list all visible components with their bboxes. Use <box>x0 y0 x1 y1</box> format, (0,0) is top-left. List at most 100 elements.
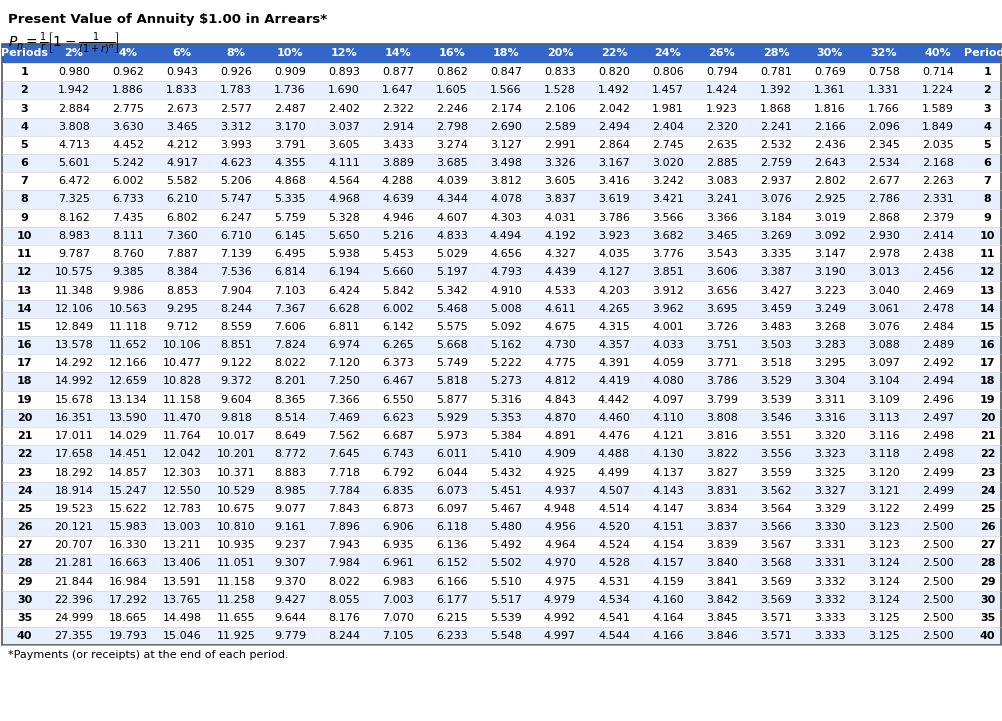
Text: 16.663: 16.663 <box>108 559 147 568</box>
Text: 6.247: 6.247 <box>219 213 252 223</box>
Bar <box>2 281 1000 300</box>
Text: 3.465: 3.465 <box>166 122 197 132</box>
Text: 23: 23 <box>17 467 32 477</box>
Text: 13.578: 13.578 <box>54 340 93 350</box>
Text: 0.820: 0.820 <box>597 67 629 77</box>
Text: 9.237: 9.237 <box>274 540 306 550</box>
Text: 1.849: 1.849 <box>921 122 953 132</box>
Text: 8.851: 8.851 <box>219 340 252 350</box>
Text: 4.494: 4.494 <box>489 231 522 241</box>
Text: 2.500: 2.500 <box>921 632 953 641</box>
Text: 22%: 22% <box>600 48 626 58</box>
Text: 3.923: 3.923 <box>597 231 629 241</box>
Text: 6.974: 6.974 <box>328 340 360 350</box>
Text: 2.499: 2.499 <box>921 486 953 496</box>
Text: 5.938: 5.938 <box>328 249 360 259</box>
Text: 8.772: 8.772 <box>274 449 306 459</box>
Text: 14.292: 14.292 <box>54 358 93 368</box>
Text: 3.840: 3.840 <box>705 559 737 568</box>
Text: 3.249: 3.249 <box>814 304 845 314</box>
Text: 4.520: 4.520 <box>597 522 629 532</box>
Text: 12.106: 12.106 <box>54 304 93 314</box>
Text: 8.111: 8.111 <box>112 231 143 241</box>
Text: 0.758: 0.758 <box>867 67 899 77</box>
Text: 13.211: 13.211 <box>162 540 201 550</box>
Text: 4.870: 4.870 <box>543 413 575 423</box>
Text: 3.539: 3.539 <box>760 394 792 404</box>
Text: 9.370: 9.370 <box>274 577 306 587</box>
Text: 4.564: 4.564 <box>328 177 360 186</box>
Text: 21: 21 <box>17 431 32 441</box>
Text: 14.029: 14.029 <box>108 431 147 441</box>
Text: 5.759: 5.759 <box>274 213 306 223</box>
Text: 3.799: 3.799 <box>705 394 737 404</box>
Text: 4.357: 4.357 <box>597 340 629 350</box>
Text: 3.104: 3.104 <box>868 376 899 386</box>
Text: 3.786: 3.786 <box>705 376 737 386</box>
Text: 20: 20 <box>979 413 994 423</box>
Text: 13.406: 13.406 <box>162 559 201 568</box>
Bar <box>2 354 1000 373</box>
Text: 10.563: 10.563 <box>108 304 147 314</box>
Text: 0.794: 0.794 <box>705 67 737 77</box>
Text: 4.639: 4.639 <box>382 195 414 205</box>
Text: 3.097: 3.097 <box>867 358 899 368</box>
Text: 11.925: 11.925 <box>216 632 256 641</box>
Text: 11.652: 11.652 <box>108 340 147 350</box>
Text: 3.962: 3.962 <box>651 304 683 314</box>
Text: 2.500: 2.500 <box>921 613 953 623</box>
Text: 3.122: 3.122 <box>867 504 899 514</box>
Text: 1.589: 1.589 <box>921 104 953 113</box>
Text: 4.730: 4.730 <box>543 340 575 350</box>
Text: 1.690: 1.690 <box>328 85 360 95</box>
Text: 7.536: 7.536 <box>219 267 252 278</box>
Text: 3.127: 3.127 <box>490 140 521 150</box>
Text: Periods: Periods <box>1 48 48 58</box>
Text: 7.366: 7.366 <box>328 394 360 404</box>
Text: 4.143: 4.143 <box>651 486 683 496</box>
Bar <box>2 336 1000 354</box>
Text: 2.042: 2.042 <box>597 104 629 113</box>
Text: 2.673: 2.673 <box>166 104 197 113</box>
Text: 4.528: 4.528 <box>597 559 629 568</box>
Text: 6.145: 6.145 <box>274 231 306 241</box>
Text: 3.242: 3.242 <box>651 177 683 186</box>
Text: 18%: 18% <box>492 48 519 58</box>
Text: 3.241: 3.241 <box>705 195 737 205</box>
Text: 32%: 32% <box>870 48 897 58</box>
Text: 6.873: 6.873 <box>382 504 414 514</box>
Text: Present Value of Annuity $1.00 in Arrears*: Present Value of Annuity $1.00 in Arrear… <box>8 13 327 26</box>
Text: 7.645: 7.645 <box>328 449 360 459</box>
Text: 24%: 24% <box>654 48 680 58</box>
Text: 4: 4 <box>21 122 28 132</box>
Bar <box>2 391 1000 409</box>
Bar <box>2 554 1000 572</box>
Text: 11.158: 11.158 <box>216 577 256 587</box>
Text: 2.500: 2.500 <box>921 540 953 550</box>
Text: 15.247: 15.247 <box>108 486 147 496</box>
Text: 1.942: 1.942 <box>58 85 90 95</box>
Text: 5.216: 5.216 <box>382 231 414 241</box>
Text: 4.524: 4.524 <box>597 540 629 550</box>
Text: 12.849: 12.849 <box>54 322 93 332</box>
Text: 3.503: 3.503 <box>760 340 791 350</box>
Text: 4.946: 4.946 <box>382 213 414 223</box>
Bar <box>2 590 1000 609</box>
Text: 7.469: 7.469 <box>328 413 360 423</box>
Text: 10: 10 <box>17 231 32 241</box>
Text: 3.366: 3.366 <box>705 213 737 223</box>
Text: 8.244: 8.244 <box>219 304 252 314</box>
Text: 4.110: 4.110 <box>651 413 683 423</box>
Text: 3.124: 3.124 <box>867 595 899 605</box>
Text: 9.787: 9.787 <box>58 249 90 259</box>
Text: 1.736: 1.736 <box>274 85 306 95</box>
Text: 2.241: 2.241 <box>760 122 792 132</box>
Text: 6.467: 6.467 <box>382 376 414 386</box>
Text: 3.751: 3.751 <box>705 340 737 350</box>
Text: 5.973: 5.973 <box>436 431 468 441</box>
Text: 10.017: 10.017 <box>216 431 256 441</box>
Text: 14.857: 14.857 <box>108 467 147 477</box>
Text: 24: 24 <box>17 486 32 496</box>
Text: 5.335: 5.335 <box>274 195 306 205</box>
Text: 9: 9 <box>983 213 990 223</box>
